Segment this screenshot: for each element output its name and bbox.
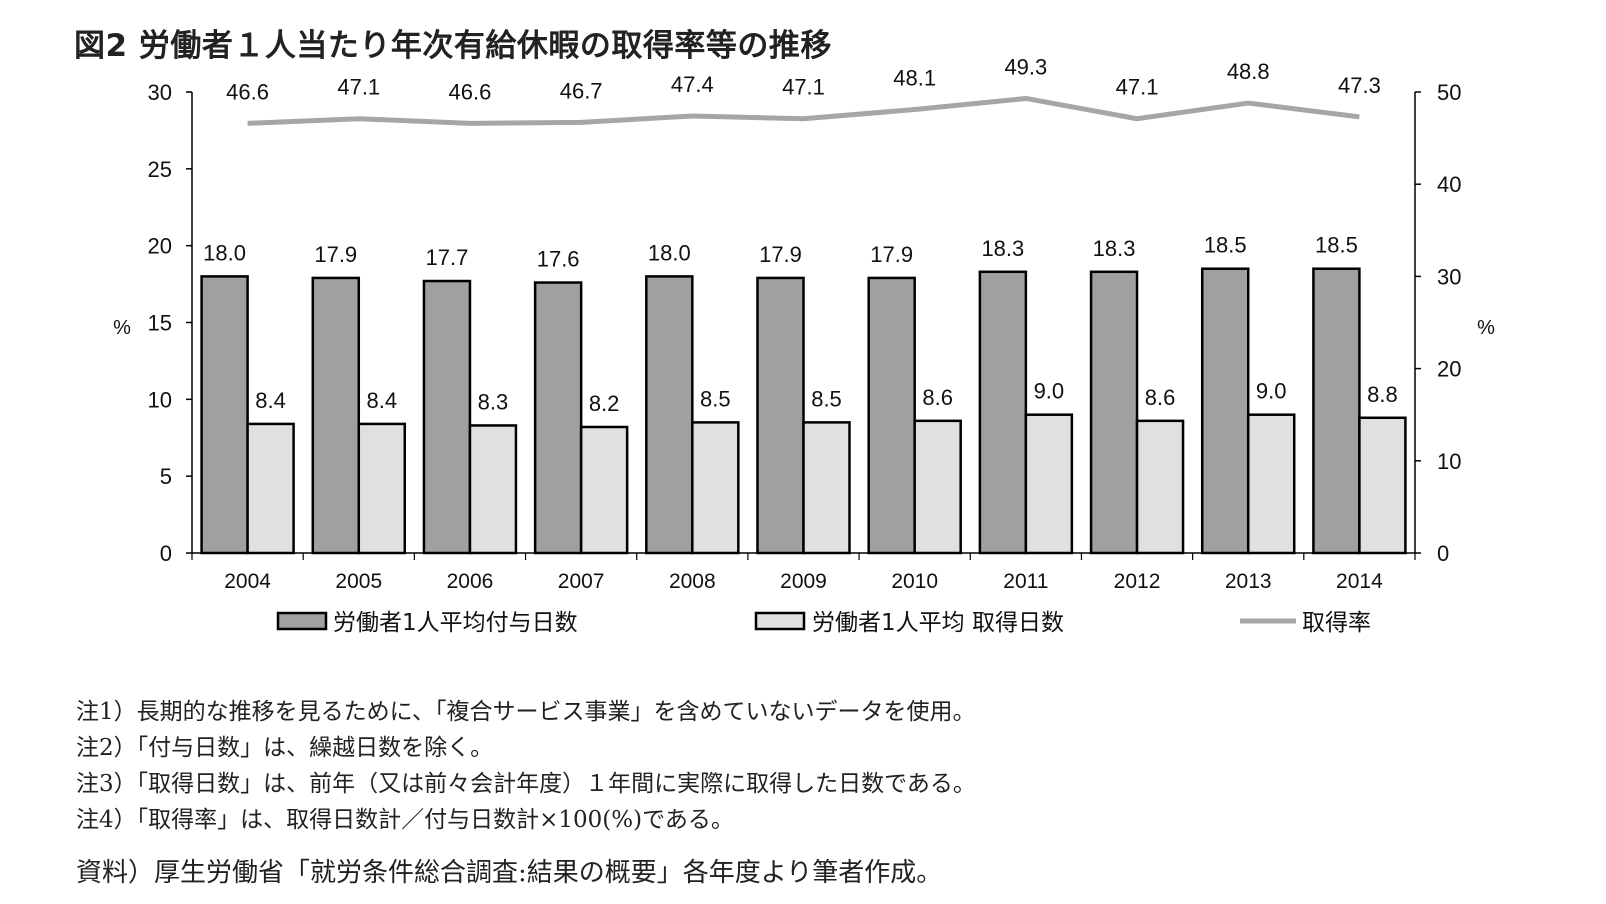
- bar-granted-label: 17.7: [426, 245, 469, 270]
- source-note: 資料）厚生労働省「就労条件総合調査:結果の概要」各年度より筆者作成。: [76, 858, 943, 888]
- note-3: 注3）「取得日数」は、前年（又は前々会計年度）１年間に実際に取得した日数である。: [76, 771, 976, 797]
- bar-taken-days: [1246, 413, 1296, 555]
- bar-granted-days: [422, 279, 472, 555]
- bar-taken-days: [1024, 413, 1074, 555]
- note-2: 注2）「付与日数」は、繰越日数を除く。: [76, 735, 494, 761]
- left-tick-label: 10: [148, 387, 172, 412]
- bar-taken-days: [246, 422, 295, 555]
- x-tick-label: 2014: [1336, 570, 1383, 593]
- line-point-label: 46.6: [226, 79, 269, 104]
- line-acquisition-rate: [247, 95, 1360, 126]
- bar-taken-label: 8.3: [478, 389, 509, 414]
- right-tick-label: 20: [1437, 357, 1461, 382]
- bar-taken-label: 9.0: [1256, 379, 1287, 404]
- legend-swatch-granted: [276, 611, 328, 631]
- chart-area: 0 5 10 15 20 25 30 0 10 20 30 40 50% % 2004 2005 2006 200…: [113, 54, 1495, 636]
- legend-swatch-taken: [754, 611, 806, 631]
- bar-granted-label: 17.9: [314, 242, 357, 267]
- bar-taken-days: [357, 422, 407, 555]
- line-point-label: 48.1: [893, 66, 936, 91]
- bar-granted-label: 18.0: [648, 240, 691, 265]
- right-tick-label: 40: [1437, 172, 1461, 197]
- bar-granted-days: [1089, 270, 1139, 555]
- left-tick-label: 30: [148, 80, 172, 105]
- bar-taken-label: 8.6: [922, 385, 953, 410]
- bar-granted-label: 18.3: [1093, 236, 1136, 261]
- bar-granted-days: [756, 276, 805, 555]
- line-point-label: 46.6: [449, 79, 492, 104]
- bar-taken-label: 8.2: [589, 391, 620, 416]
- line-point-label: 46.7: [560, 78, 603, 103]
- note-1: 注1）長期的な推移を見るために、「複合サービス事業」を含めていないデータを使用。: [76, 699, 976, 725]
- line-point-label: 47.3: [1338, 73, 1381, 98]
- x-tick-label: 2009: [780, 570, 827, 593]
- bar-granted-days: [200, 275, 249, 555]
- bar-taken-days: [802, 421, 851, 555]
- x-tick-label: 2007: [558, 570, 605, 593]
- legend-label-rate: 取得率: [1302, 610, 1371, 636]
- line-point-label: 47.1: [337, 75, 380, 100]
- bar-taken-days: [691, 421, 740, 555]
- bar-taken-days: [913, 419, 962, 555]
- bar-granted-label: 18.3: [981, 236, 1024, 261]
- line-point-label: 47.4: [671, 72, 714, 97]
- left-tick-label: 0: [160, 541, 172, 566]
- bar-taken-label: 8.8: [1367, 382, 1398, 407]
- legend-label-taken: 労働者1人平均 取得日数: [812, 610, 1064, 636]
- bar-taken-days: [1358, 416, 1407, 555]
- bar-taken-label: 8.5: [811, 386, 842, 411]
- bar-taken-days: [579, 425, 629, 555]
- x-tick-label: 2004: [224, 570, 271, 593]
- legend-label-granted: 労働者1人平均付与日数: [333, 610, 578, 636]
- x-tick-label: 2005: [335, 570, 382, 593]
- x-tick-label: 2012: [1114, 570, 1161, 593]
- bar-taken-days: [1135, 419, 1185, 555]
- x-tick-label: 2013: [1225, 570, 1272, 593]
- bar-granted-label: 18.5: [1204, 233, 1247, 258]
- bar-taken-label: 8.4: [366, 388, 397, 413]
- bar-granted-days: [311, 276, 361, 555]
- x-tick-label: 2010: [891, 570, 938, 593]
- x-tick-label: 2006: [447, 570, 494, 593]
- bar-taken-days: [468, 424, 518, 555]
- bar-taken-label: 8.5: [700, 386, 731, 411]
- bar-granted-days: [867, 276, 916, 555]
- bar-granted-label: 18.0: [203, 240, 246, 265]
- notes: 注1）長期的な推移を見るために、「複合サービス事業」を含めていないデータを使用。…: [76, 694, 976, 838]
- note-4: 注4）「取得率」は、取得日数計／付与日数計×100(%)である。: [76, 807, 734, 833]
- right-axis-label: %: [1477, 317, 1495, 339]
- right-tick-label: 10: [1437, 449, 1461, 474]
- bar-granted-label: 18.5: [1315, 233, 1358, 258]
- line-point-label: 47.1: [782, 75, 825, 100]
- line-point-label: 47.1: [1116, 75, 1159, 100]
- line-point-label: 49.3: [1004, 54, 1047, 79]
- bar-granted-days: [1312, 267, 1361, 555]
- x-tick-label: 2011: [1003, 570, 1048, 593]
- right-tick-label: 0: [1437, 541, 1449, 566]
- bar-granted-label: 17.9: [759, 242, 802, 267]
- left-axis-label: %: [113, 317, 131, 339]
- x-tick-label: 2008: [669, 570, 716, 593]
- bar-granted-label: 17.9: [870, 242, 913, 267]
- bar-granted-days: [533, 281, 583, 555]
- left-tick-label: 15: [148, 311, 172, 336]
- bar-granted-days: [1200, 267, 1250, 555]
- bar-taken-label: 9.0: [1034, 379, 1065, 404]
- bar-taken-label: 8.6: [1145, 385, 1176, 410]
- right-tick-label: 50: [1437, 80, 1461, 105]
- left-tick-label: 5: [160, 464, 172, 489]
- line-point-label: 48.8: [1227, 59, 1270, 84]
- right-tick-label: 30: [1437, 264, 1461, 289]
- bar-granted-label: 17.6: [537, 247, 580, 272]
- chart-title: 図2 労働者１人当たり年次有給休暇の取得率等の推移: [74, 28, 832, 64]
- left-tick-label: 25: [148, 157, 172, 182]
- left-tick-label: 20: [148, 234, 172, 259]
- bar-granted-days: [645, 275, 694, 555]
- bar-taken-label: 8.4: [255, 388, 286, 413]
- bar-granted-days: [978, 270, 1028, 555]
